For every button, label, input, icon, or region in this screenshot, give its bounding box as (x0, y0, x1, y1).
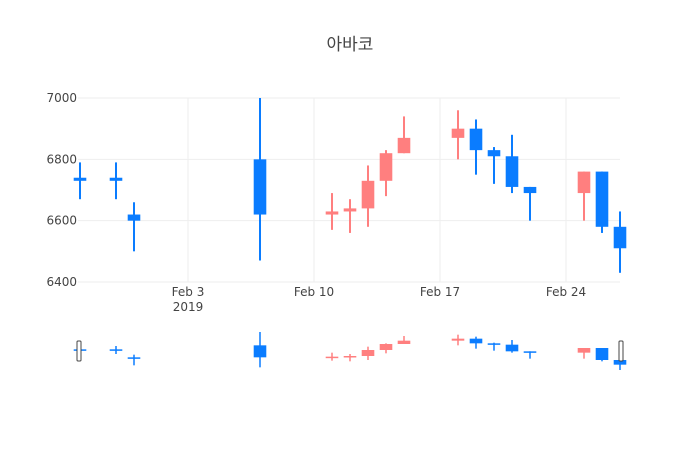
candle-mini[interactable] (595, 348, 609, 362)
candle-mini[interactable] (469, 336, 483, 349)
x-tick-label: Feb 10 (294, 285, 334, 299)
candle-body (469, 128, 483, 151)
candle-mini[interactable] (397, 336, 411, 344)
candle-body (127, 357, 141, 359)
candle-body (361, 180, 375, 209)
candle-mini[interactable] (505, 340, 519, 353)
candle[interactable] (361, 165, 375, 227)
candle-mini[interactable] (577, 348, 591, 359)
candle-body (577, 171, 591, 194)
candle-body (379, 344, 393, 350)
candle[interactable] (523, 186, 537, 221)
candle[interactable] (613, 211, 627, 273)
y-tick-label: 6800 (46, 152, 77, 166)
candle-body (469, 338, 483, 344)
candle[interactable] (379, 150, 393, 197)
candle-body (325, 356, 339, 359)
candle-mini[interactable] (487, 342, 501, 351)
x-tick-label: Feb 3 (172, 285, 205, 299)
candle-body (343, 208, 357, 212)
candle-mini[interactable] (253, 332, 267, 368)
candle[interactable] (487, 147, 501, 184)
chart-title: 아바코 (327, 35, 374, 55)
candle[interactable] (109, 162, 123, 200)
candle-body (397, 340, 411, 344)
x-tick-label: Feb 17 (420, 285, 460, 299)
candle-body (379, 153, 393, 181)
candle-mini[interactable] (523, 351, 537, 359)
y-axis-ticks: 6400 6600 6800 7000 (46, 91, 77, 289)
candle-body (397, 137, 411, 154)
candle-body (127, 214, 141, 221)
candle[interactable] (469, 119, 483, 175)
candle-body (613, 226, 627, 249)
candle-body (595, 171, 609, 227)
candle-body (325, 211, 339, 215)
candle-body (487, 343, 501, 345)
candle-body (613, 360, 627, 365)
candle-mini[interactable] (451, 334, 465, 346)
candle-mini[interactable] (343, 354, 357, 362)
candle-body (253, 159, 267, 215)
candle-body (487, 150, 501, 157)
candle-body (523, 186, 537, 194)
candle-body (109, 177, 123, 181)
candle-mini[interactable] (325, 352, 339, 361)
candle[interactable] (577, 171, 591, 221)
candle[interactable] (451, 110, 465, 160)
candle-body (451, 128, 465, 138)
candle-body (595, 348, 609, 360)
candle[interactable] (343, 199, 357, 233)
candle-body (451, 338, 465, 341)
range-slider[interactable] (73, 332, 627, 370)
y-tick-label: 6400 (46, 275, 77, 289)
candle[interactable] (325, 193, 339, 230)
candle-body (109, 349, 123, 351)
candle[interactable] (595, 171, 609, 233)
candle-body (361, 350, 375, 356)
candle[interactable] (253, 98, 267, 261)
range-slider-right-handle[interactable] (618, 340, 624, 362)
candle-body (523, 351, 537, 353)
x-tick-label: Feb 24 (546, 285, 586, 299)
candle-body (73, 177, 87, 181)
candle-body (577, 348, 591, 353)
candle[interactable] (397, 116, 411, 154)
candle-mini[interactable] (127, 354, 141, 366)
candle[interactable] (73, 162, 87, 200)
x-tick-year-label: 2019 (173, 300, 204, 314)
candle[interactable] (127, 202, 141, 252)
candle-mini[interactable] (379, 343, 393, 354)
grid-lines (78, 97, 620, 283)
candle-mini[interactable] (361, 346, 375, 360)
range-slider-left-handle[interactable] (76, 340, 82, 362)
candle[interactable] (505, 134, 519, 194)
y-tick-label: 6600 (46, 214, 77, 228)
candle-body (505, 344, 519, 352)
candles[interactable] (73, 98, 627, 273)
y-tick-label: 7000 (46, 91, 77, 105)
candle-mini[interactable] (109, 346, 123, 354)
candle-body (505, 156, 519, 187)
candle-body (253, 345, 267, 358)
candle-body (343, 356, 357, 358)
